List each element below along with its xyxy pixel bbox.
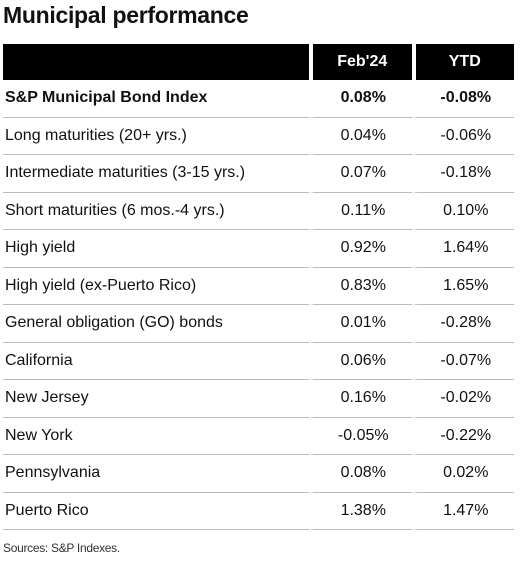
cell-value: 0.11% bbox=[309, 192, 412, 230]
cell-value: -0.22% bbox=[411, 417, 514, 455]
row-label: Intermediate maturities (3-15 yrs.) bbox=[3, 155, 309, 193]
source-note: Sources: S&P Indexes. bbox=[3, 541, 120, 555]
cell-value: 0.08% bbox=[309, 455, 412, 493]
cell-value: 0.07% bbox=[309, 155, 412, 193]
table-row: S&P Municipal Bond Index 0.08% -0.08% bbox=[3, 80, 514, 118]
cell-value: 0.02% bbox=[411, 455, 514, 493]
row-label: New York bbox=[3, 418, 309, 455]
header-blank bbox=[3, 44, 309, 80]
cell-value: 1.47% bbox=[411, 492, 514, 530]
table-row: Long maturities (20+ yrs.) 0.04% -0.06% bbox=[3, 117, 514, 155]
cell-value: 0.83% bbox=[309, 267, 412, 305]
cell-value: 0.08% bbox=[309, 80, 412, 118]
title: Municipal performance bbox=[3, 2, 249, 28]
cell-value: 1.64% bbox=[411, 230, 514, 268]
cell-value: 1.65% bbox=[411, 267, 514, 305]
cell-value: -0.05% bbox=[309, 417, 412, 455]
table-row: Pennsylvania 0.08% 0.02% bbox=[3, 455, 514, 493]
row-label: General obligation (GO) bonds bbox=[3, 305, 309, 343]
table-row: High yield (ex-Puerto Rico) 0.83% 1.65% bbox=[3, 267, 514, 305]
cell-value: 0.01% bbox=[309, 305, 412, 343]
row-label: High yield (ex-Puerto Rico) bbox=[3, 268, 309, 305]
cell-value: 0.92% bbox=[309, 230, 412, 268]
header-row: Feb'24 YTD bbox=[3, 44, 514, 80]
cell-value: 0.16% bbox=[309, 380, 412, 418]
cell-value: 0.06% bbox=[309, 342, 412, 380]
table-row: General obligation (GO) bonds 0.01% -0.28% bbox=[3, 305, 514, 343]
cell-value: -0.08% bbox=[411, 80, 514, 118]
row-label: High yield bbox=[3, 230, 309, 268]
table-row: Short maturities (6 mos.-4 yrs.) 0.11% 0.1… bbox=[3, 192, 514, 230]
cell-value: -0.02% bbox=[411, 380, 514, 418]
table-body: S&P Municipal Bond Index 0.08% -0.08% Long … bbox=[3, 80, 514, 530]
cell-value: 0.10% bbox=[411, 192, 514, 230]
cell-value: -0.18% bbox=[411, 155, 514, 193]
cell-value: -0.06% bbox=[411, 117, 514, 155]
cell-value: -0.07% bbox=[411, 342, 514, 380]
table-row: High yield 0.92% 1.64% bbox=[3, 230, 514, 268]
cell-value: 1.38% bbox=[309, 492, 412, 530]
column-header: YTD bbox=[411, 44, 514, 80]
table-row: New York -0.05% -0.22% bbox=[3, 417, 514, 455]
row-label: S&P Municipal Bond Index bbox=[3, 80, 309, 118]
table-row: California 0.06% -0.07% bbox=[3, 342, 514, 380]
column-header: Feb'24 bbox=[309, 44, 412, 80]
cell-value: 0.04% bbox=[309, 117, 412, 155]
row-label: New Jersey bbox=[3, 380, 309, 418]
table-row: Intermediate maturities (3-15 yrs.) 0.07%… bbox=[3, 155, 514, 193]
table-row: New Jersey 0.16% -0.02% bbox=[3, 380, 514, 418]
row-label: Pennsylvania bbox=[3, 455, 309, 493]
row-label: Puerto Rico bbox=[3, 493, 309, 530]
row-label: California bbox=[3, 343, 309, 380]
performance-table: Feb'24 YTD S&P Municipal Bond Index 0.08% -… bbox=[3, 44, 514, 530]
row-label: Short maturities (6 mos.-4 yrs.) bbox=[3, 193, 309, 230]
row-label: Long maturities (20+ yrs.) bbox=[3, 118, 309, 155]
cell-value: -0.28% bbox=[411, 305, 514, 343]
table-row: Puerto Rico 1.38% 1.47% bbox=[3, 492, 514, 530]
